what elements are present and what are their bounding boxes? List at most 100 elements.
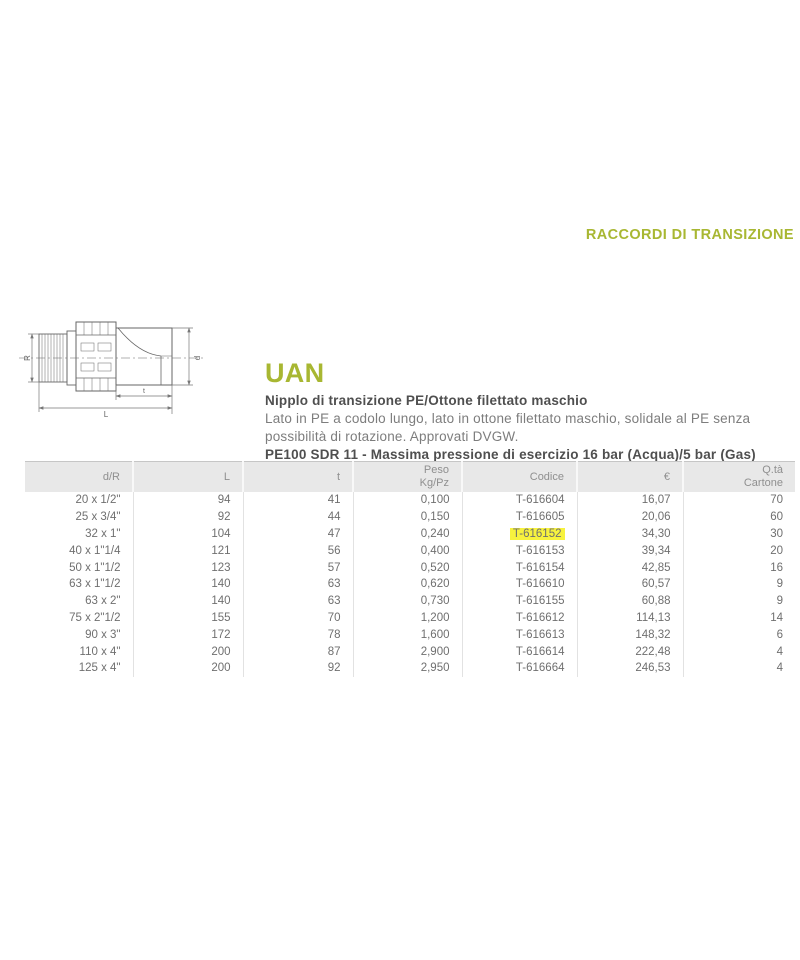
cell-l: 172 xyxy=(132,626,243,644)
cell-l: 123 xyxy=(132,559,243,576)
product-info: UAN Nipplo di transizione PE/Ottone file… xyxy=(265,358,800,463)
cell-qta: 14 xyxy=(682,609,795,627)
dim-l xyxy=(38,382,173,412)
cell-dr: 40 x 1"1/4 xyxy=(69,544,121,557)
cell-eur: 42,85 xyxy=(576,559,683,576)
cell-t: 63 xyxy=(242,575,353,593)
cell-eur: 148,32 xyxy=(576,626,683,644)
col-header-peso: Peso Kg/Pz xyxy=(352,461,462,492)
cell-dr: 75 x 2"1/2 xyxy=(69,611,121,624)
cell-qta: 30 xyxy=(682,525,795,543)
cell-t: 78 xyxy=(242,626,353,644)
cell-codice: T-616613 xyxy=(461,626,577,644)
cell-codice: T-616155 xyxy=(461,592,577,610)
table-row: 20 x 1/2" 94 41 0,100 T-616604 16,07 70 xyxy=(25,492,795,509)
cell-dr: 125 x 4" xyxy=(78,662,121,675)
table-row: 32 x 1" 104 47 0,240 T-616152 34,30 30 xyxy=(25,525,795,543)
cell-peso: 0,520 xyxy=(352,559,462,576)
cell-eur: 222,48 xyxy=(576,643,683,660)
cell-l: 94 xyxy=(132,492,243,509)
product-name: UAN xyxy=(265,358,325,388)
cell-l: 104 xyxy=(132,525,243,543)
cell-l: 200 xyxy=(132,643,243,660)
cell-dr: 25 x 3/4" xyxy=(75,511,121,524)
cell-codice: T-616664 xyxy=(461,659,577,677)
table-row: 63 x 2" 140 63 0,730 T-616155 60,88 9 xyxy=(25,592,795,610)
cell-qta: 60 xyxy=(682,508,795,526)
cell-qta: 6 xyxy=(682,626,795,644)
cell-l: 140 xyxy=(132,592,243,610)
cell-peso: 0,150 xyxy=(352,508,462,526)
cell-qta: 20 xyxy=(682,542,795,560)
table-row: 110 x 4" 200 87 2,900 T-616614 222,48 4 xyxy=(25,643,795,660)
col-header-codice: Codice xyxy=(461,461,577,492)
cell-dr: 32 x 1" xyxy=(85,527,121,540)
dim-r xyxy=(28,333,39,383)
cell-t: 70 xyxy=(242,609,353,627)
cell-eur: 60,57 xyxy=(576,575,683,593)
cell-qta: 4 xyxy=(682,659,795,677)
cell-t: 92 xyxy=(242,659,353,677)
dim-label-l: L xyxy=(104,410,109,419)
cell-eur: 114,13 xyxy=(576,609,683,627)
cell-codice: T-616605 xyxy=(461,508,577,526)
cell-eur: 20,06 xyxy=(576,508,683,526)
cell-peso: 1,200 xyxy=(352,609,462,627)
highlighted-code: T-616152 xyxy=(509,527,565,540)
cell-peso: 0,400 xyxy=(352,542,462,560)
cell-codice: T-616152 xyxy=(461,525,577,543)
cell-peso: 2,900 xyxy=(352,643,462,660)
cell-codice: T-616604 xyxy=(461,492,577,509)
cell-dr: 20 x 1/2" xyxy=(75,494,121,507)
table-row: 63 x 1"1/2 140 63 0,620 T-616610 60,57 9 xyxy=(25,575,795,593)
table-row: 25 x 3/4" 92 44 0,150 T-616605 20,06 60 xyxy=(25,508,795,526)
hex-nut xyxy=(75,321,117,392)
cell-codice: T-616153 xyxy=(461,542,577,560)
thread-body xyxy=(38,333,68,383)
cell-eur: 246,53 xyxy=(576,659,683,677)
cell-codice: T-616614 xyxy=(461,643,577,660)
dim-label-r: R xyxy=(23,355,32,361)
cell-codice: T-616154 xyxy=(461,559,577,576)
cell-dr: 90 x 3" xyxy=(85,628,121,641)
cell-t: 63 xyxy=(242,592,353,610)
dim-d xyxy=(172,327,193,386)
cell-t: 56 xyxy=(242,542,353,560)
cell-dr: 63 x 1"1/2 xyxy=(69,578,121,591)
cell-peso: 0,240 xyxy=(352,525,462,543)
cell-l: 92 xyxy=(132,508,243,526)
cell-qta: 4 xyxy=(682,643,795,660)
table-row: 90 x 3" 172 78 1,600 T-616613 148,32 6 xyxy=(25,626,795,644)
cell-qta: 70 xyxy=(682,492,795,509)
cell-qta: 9 xyxy=(682,592,795,610)
technical-drawing: R d t L xyxy=(19,321,205,419)
cell-peso: 1,600 xyxy=(352,626,462,644)
cell-peso: 0,620 xyxy=(352,575,462,593)
cell-codice: T-616610 xyxy=(461,575,577,593)
cell-t: 44 xyxy=(242,508,353,526)
col-header-dr: d/R xyxy=(25,461,133,492)
cell-t: 47 xyxy=(242,525,353,543)
product-description: Lato in PE a codolo lungo, lato in otton… xyxy=(265,411,751,444)
dim-label-d: d xyxy=(193,356,202,360)
table-row: 50 x 1"1/2 123 57 0,520 T-616154 42,85 1… xyxy=(25,559,795,576)
cell-l: 121 xyxy=(132,542,243,560)
cell-qta: 16 xyxy=(682,559,795,576)
cell-eur: 39,34 xyxy=(576,542,683,560)
cell-l: 200 xyxy=(132,659,243,677)
cell-t: 57 xyxy=(242,559,353,576)
col-header-l: L xyxy=(132,461,243,492)
section-header: RACCORDI DI TRANSIZIONE xyxy=(585,227,794,243)
cell-dr: 50 x 1"1/2 xyxy=(69,561,121,574)
product-spec-line: PE100 SDR 11 - Massima pressione di eser… xyxy=(265,447,756,463)
cell-t: 41 xyxy=(242,492,353,509)
col-header-t: t xyxy=(242,461,353,492)
col-header-qta: Q.tà Cartone xyxy=(682,461,795,492)
cell-peso: 0,730 xyxy=(352,592,462,610)
table-header-row: d/R L t Peso Kg/Pz Codice € Q.tà Cartone xyxy=(25,461,795,492)
cell-eur: 34,30 xyxy=(576,525,683,543)
table-row: 125 x 4" 200 92 2,950 T-616664 246,53 4 xyxy=(25,659,795,677)
pe-pipe xyxy=(115,327,173,386)
table-row: 75 x 2"1/2 155 70 1,200 T-616612 114,13 … xyxy=(25,609,795,627)
